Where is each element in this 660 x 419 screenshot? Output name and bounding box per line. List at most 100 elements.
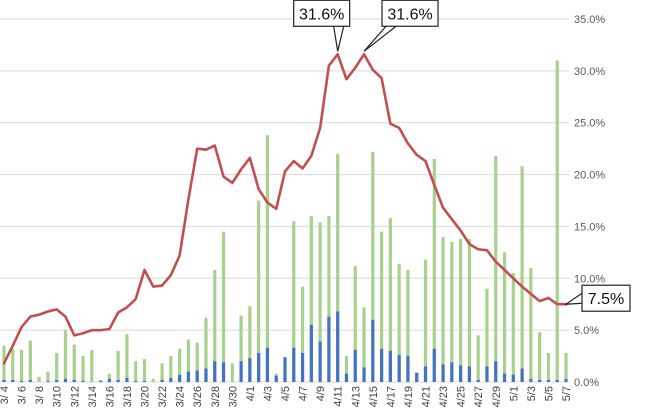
bar-5-2-s0 [520,166,524,382]
bar-4-16-s0 [379,231,384,382]
y-axis: 0.0% 5.0% 10.0% 15.0% 20.0% 25.0% 30.0% 35.0% [574,14,605,389]
bar-4-23-s0 [441,236,445,382]
bar-4-24-s1 [450,362,454,382]
bar-5-3-s1 [529,378,533,382]
y-tick-label: 20.0% [574,170,605,182]
bar-3-19-s0 [134,361,138,382]
bar-4-29-s0 [494,155,498,382]
bar-4-18-s0 [397,263,401,382]
bar-4-1-s1 [248,358,252,382]
bar-4-26-s0 [467,238,472,382]
bar-4-10-s0 [327,216,331,382]
bar-3-5-s1 [11,379,15,382]
bar-4-15-s1 [371,319,375,382]
callout-box [381,0,439,27]
y-tick-label: 10.0% [574,273,605,285]
x-axis: 3/ 4 3/ 6 3/ 8 3/10 3/12 3/14 3/16 3/18 3/20 3/22… [0,386,573,407]
bar-3-23-s0 [169,356,173,382]
y-tick-label: 0.0% [574,377,599,389]
x-tick-label: 4/9 [315,386,327,401]
x-tick-label: 4/29 [491,386,503,407]
bar-5-1-s1 [511,374,515,382]
bar-3-16-s0 [107,373,111,382]
x-tick-label: 3/ 6 [17,386,29,404]
y-tick-label: 25.0% [574,118,605,130]
callout-pointer [563,292,583,305]
bar-3-27-s1 [204,368,208,382]
bar-4-12-s0 [344,356,349,382]
bar-3-16-s1 [107,378,111,382]
bar-4-13-s1 [353,349,357,382]
bar-4-23-s1 [441,364,445,382]
bar-4-19-s0 [406,269,410,382]
bar-4-27-s1 [476,379,480,382]
bar-3-22-s0 [160,363,164,382]
x-tick-label: 3/24 [175,386,187,407]
x-tick-label: 5/5 [543,386,555,401]
x-tick-label: 3/30 [227,386,239,407]
bar-3-19-s1 [134,380,138,382]
bar-3-10-s1 [55,379,59,382]
x-tick-label: 3/ 4 [0,386,11,404]
bar-3-28-s0 [213,269,217,382]
bar-3-11-s1 [63,378,68,382]
bar-3-12-s1 [72,379,76,382]
bar-4-8-s1 [309,324,313,382]
bar-5-7-s0 [564,352,568,382]
bar-4-29-s1 [494,361,498,382]
bar-4-16-s1 [379,348,384,382]
bar-3-29-s1 [221,362,226,382]
bar-3-10-s0 [55,352,59,382]
bar-3-7-s0 [28,340,32,382]
bar-4-1-s0 [248,306,252,382]
x-tick-label: 3/12 [69,386,81,407]
x-tick-label: 5/7 [561,386,573,401]
x-tick-label: 4/5 [280,386,292,401]
callout-box [581,284,631,312]
callout-label: 7.5% [588,291,624,308]
y-tick-label: 15.0% [574,221,605,233]
bar-3-25-s0 [186,339,191,382]
bar-3-17-s1 [116,379,120,382]
bar-3-31-s1 [239,361,243,382]
x-tick-label: 4/3 [262,386,274,401]
bar-4-7-s1 [300,352,305,382]
bar-3-29-s0 [221,231,226,382]
x-tick-label: 3/14 [87,386,99,407]
bar-4-25-s1 [459,365,463,382]
x-tick-label: 4/7 [298,386,310,401]
rate-line-path [2,52,568,365]
bar-4-2-s1 [257,352,261,382]
x-tick-label: 3/26 [192,386,204,407]
bar-4-2-s0 [257,200,261,382]
bar-5-5-s0 [546,352,551,382]
bar-3-23-s1 [169,377,173,382]
bar-3-11-s0 [63,330,68,382]
bar-3-20-s0 [142,359,147,382]
bar-3-7-s1 [28,379,32,382]
bar-4-10-s1 [327,316,331,382]
bar-5-5-s1 [546,379,551,382]
x-tick-label: 5/1 [508,386,520,401]
y-tick-label: 5.0% [574,325,599,337]
bar-3-13-s1 [81,380,85,382]
bar-3-24-s1 [178,374,182,382]
bar-3-25-s1 [186,371,191,382]
x-tick-label: 4/25 [456,386,468,407]
bar-3-26-s0 [195,342,199,382]
bar-5-4-s1 [538,379,542,382]
bar-3-20-s1 [142,380,147,382]
bar-4-3-s0 [265,135,270,382]
callout-pointer [363,25,397,52]
bar-4-5-s1 [283,357,287,382]
bar-4-4-s1 [274,375,278,382]
bar-5-2-s1 [520,368,524,382]
bar-4-9-s0 [318,222,322,382]
x-tick-label: 4/27 [473,386,485,407]
bar-4-14-s0 [362,307,366,382]
bar-4-8-s0 [309,216,313,382]
bar-4-18-s1 [397,355,401,382]
x-tick-label: 4/15 [368,386,380,407]
x-tick-label: 3/28 [210,386,222,407]
bar-3-6-s0 [19,349,24,382]
